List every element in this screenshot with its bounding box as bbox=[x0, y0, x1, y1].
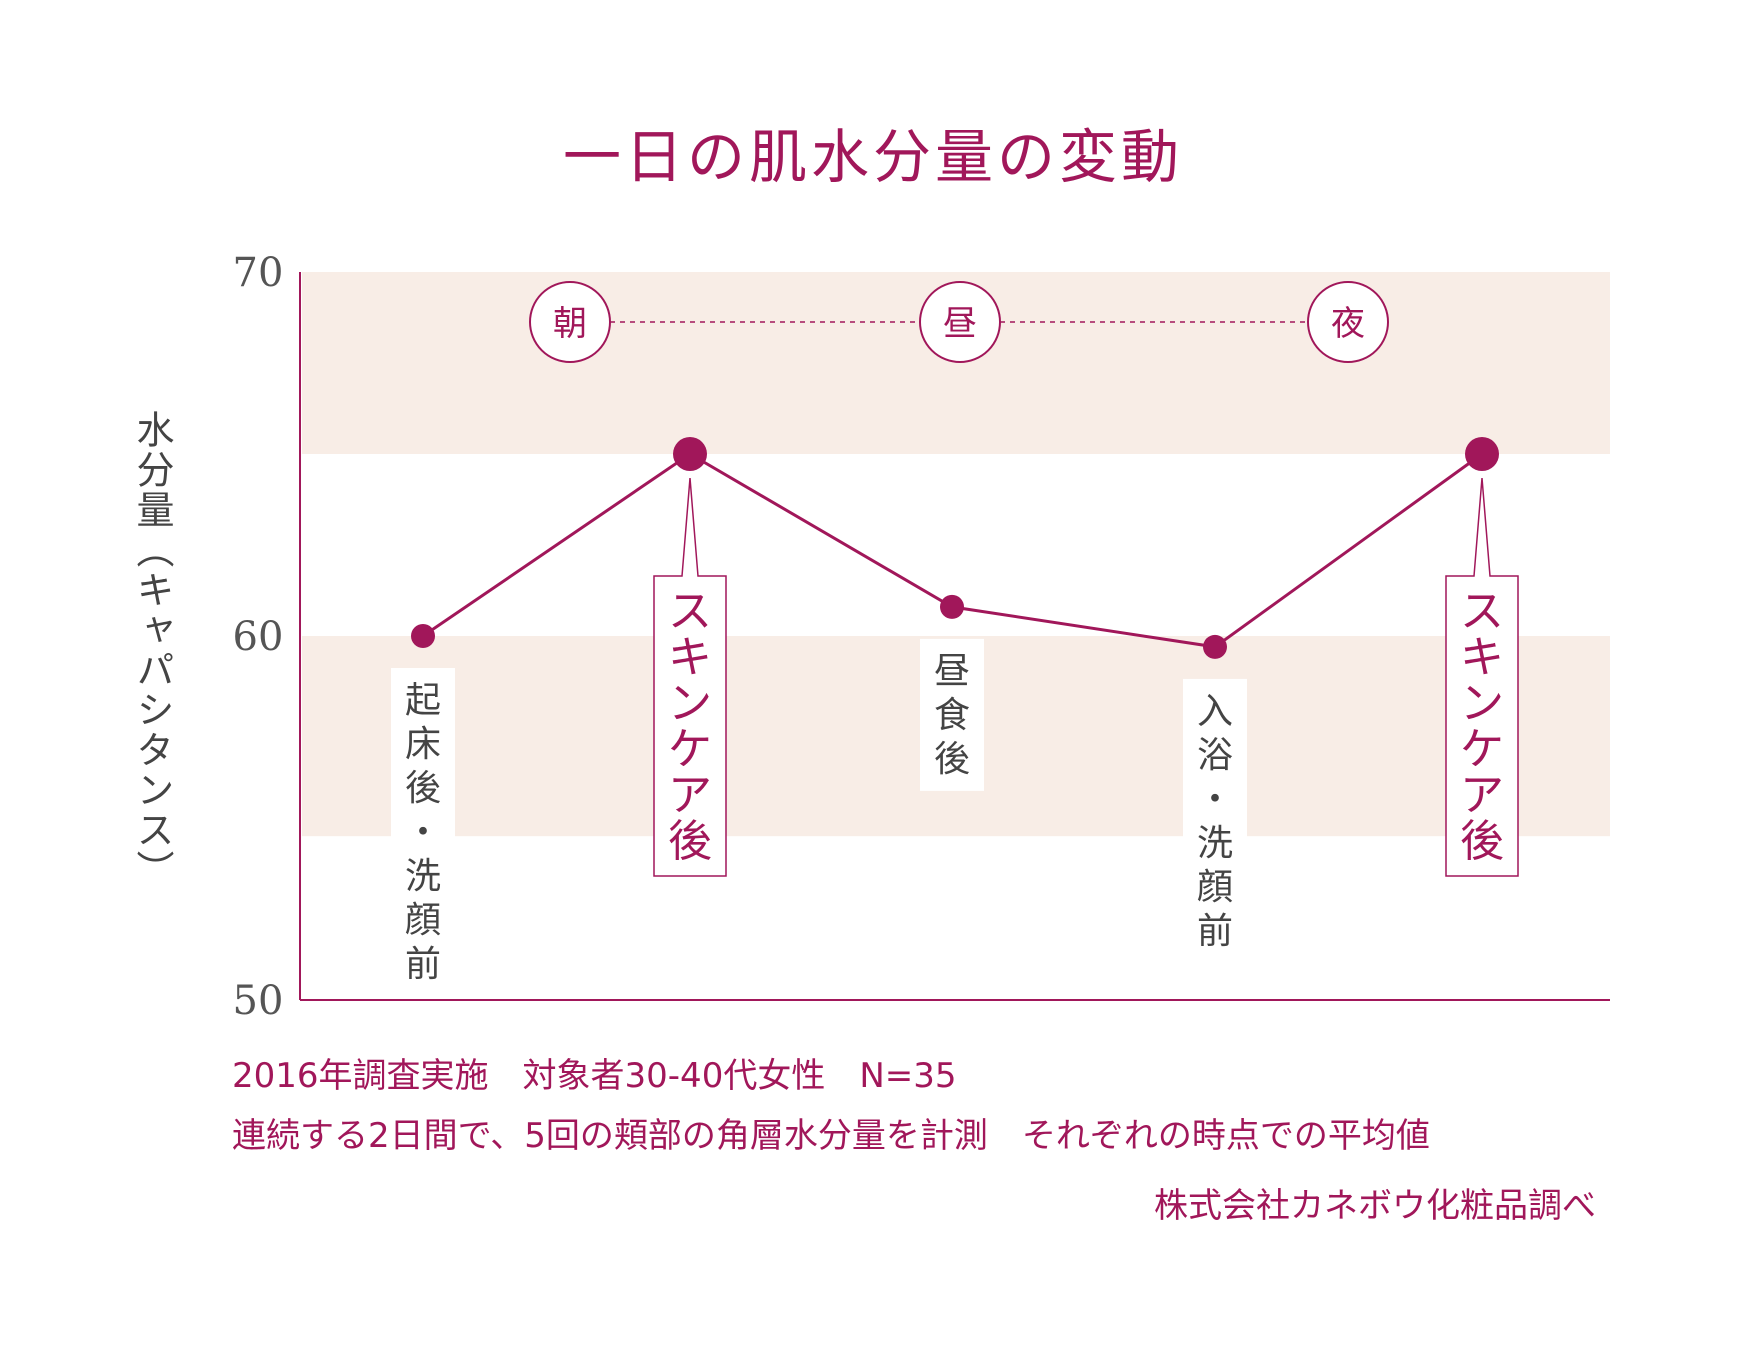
category-label-0-char-1: 床 bbox=[405, 724, 441, 765]
category-label-4-char-3: ケ bbox=[1460, 724, 1504, 775]
data-point-3 bbox=[1203, 634, 1227, 659]
category-label-2-char-2: 後 bbox=[934, 739, 970, 780]
category-label-4-char-0: ス bbox=[1460, 586, 1504, 637]
source-credit: 株式会社カネボウ化粧品調べ bbox=[1154, 1186, 1596, 1226]
category-label-0-char-6: 前 bbox=[405, 944, 441, 985]
y-axis-label: 水分量（キャパシタンス） bbox=[130, 410, 174, 890]
category-label-bg-3 bbox=[1183, 678, 1247, 963]
data-point-1 bbox=[673, 437, 707, 471]
data-point-4 bbox=[1465, 437, 1499, 471]
category-label-1-char-2: ン bbox=[668, 678, 712, 729]
y-tick-label-0: 50 bbox=[233, 978, 284, 1024]
category-label-4-char-1: キ bbox=[1460, 632, 1504, 683]
category-label-4-char-4: ア bbox=[1460, 770, 1504, 821]
category-label-0-char-5: 顔 bbox=[405, 900, 441, 941]
category-label-0-char-4: 洗 bbox=[405, 856, 441, 897]
data-point-0 bbox=[411, 624, 435, 648]
category-label-1-char-5: 後 bbox=[668, 816, 712, 867]
callout-box-4 bbox=[1445, 477, 1519, 877]
period-circle-1 bbox=[919, 281, 1001, 363]
category-label-2-char-1: 食 bbox=[934, 695, 970, 736]
category-label-0-char-2: 後 bbox=[405, 768, 441, 809]
category-label-3-char-5: 前 bbox=[1197, 911, 1233, 952]
survey-note: 2016年調査実施 対象者30-40代女性 N=35 bbox=[232, 1056, 957, 1096]
y-tick-label-2: 70 bbox=[233, 250, 284, 296]
period-label-2: 夜 bbox=[1331, 304, 1365, 344]
period-circle-0 bbox=[529, 281, 611, 363]
period-circle-2 bbox=[1307, 281, 1389, 363]
category-label-1-char-1: キ bbox=[668, 632, 712, 683]
category-label-1-char-4: ア bbox=[668, 770, 712, 821]
y-tick-label-1: 60 bbox=[233, 614, 284, 660]
category-label-3-char-0: 入 bbox=[1197, 691, 1233, 732]
category-label-bg-2 bbox=[920, 638, 984, 791]
category-label-1-char-0: ス bbox=[668, 586, 712, 637]
category-label-2-char-0: 昼 bbox=[934, 651, 970, 692]
data-point-2 bbox=[940, 594, 964, 619]
period-label-0: 朝 bbox=[553, 304, 587, 344]
category-label-4-char-5: 後 bbox=[1460, 816, 1504, 867]
category-label-0-char-3: ・ bbox=[405, 812, 441, 853]
category-label-3-char-1: 浴 bbox=[1197, 735, 1233, 776]
category-label-4-char-2: ン bbox=[1460, 678, 1504, 729]
category-label-3-char-4: 顔 bbox=[1197, 867, 1233, 908]
category-label-3-char-3: 洗 bbox=[1197, 823, 1233, 864]
method-note: 連続する2日間で、5回の頬部の角層水分量を計測 それぞれの時点での平均値 bbox=[232, 1116, 1430, 1156]
category-label-1-char-3: ケ bbox=[668, 724, 712, 775]
chart-title: 一日の肌水分量の変動 bbox=[562, 123, 1183, 191]
category-label-3-char-2: ・ bbox=[1197, 779, 1233, 820]
category-label-0-char-0: 起 bbox=[405, 680, 441, 721]
category-label-bg-0 bbox=[391, 668, 455, 996]
callout-box-1 bbox=[653, 477, 727, 877]
period-label-1: 昼 bbox=[943, 304, 977, 344]
